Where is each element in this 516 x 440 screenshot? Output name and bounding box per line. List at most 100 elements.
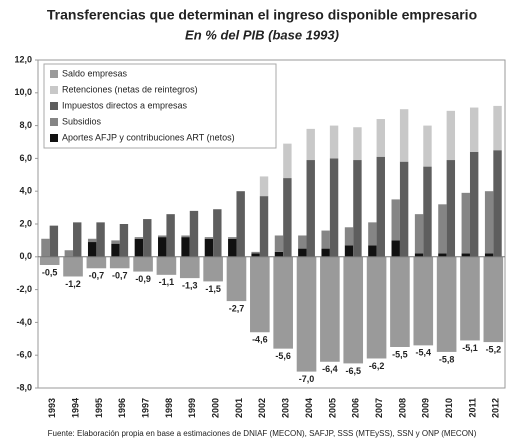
bar <box>181 237 190 257</box>
x-tick-label: 2010 <box>444 398 454 418</box>
bar <box>344 227 354 246</box>
bar <box>63 256 83 277</box>
value-label: -1,5 <box>205 284 221 294</box>
bar <box>251 251 260 254</box>
value-label: -0,7 <box>112 271 128 281</box>
value-label: -1,2 <box>65 279 81 289</box>
bar <box>306 160 315 257</box>
bar <box>204 238 214 257</box>
bar <box>438 253 447 257</box>
bar <box>413 256 434 346</box>
bar <box>423 125 432 167</box>
value-label: -1,1 <box>159 277 175 287</box>
bar <box>134 238 144 257</box>
bar <box>111 243 120 257</box>
legend-swatch <box>50 86 58 94</box>
bar <box>87 238 97 243</box>
bar <box>250 256 270 333</box>
value-label: -2,7 <box>229 303 245 313</box>
value-label: -5,6 <box>275 351 291 361</box>
bar <box>143 219 152 257</box>
bar <box>158 235 167 238</box>
bar <box>64 250 74 257</box>
bar <box>179 256 200 279</box>
y-tick-label: 2,0 <box>19 218 32 228</box>
bar <box>321 248 330 257</box>
source-note: Fuente: Elaboración propia en base a est… <box>48 429 477 438</box>
x-tick-label: 2011 <box>467 398 477 418</box>
x-tick-label: 2004 <box>304 398 314 418</box>
bar <box>251 253 260 257</box>
bar <box>438 204 447 254</box>
x-tick-label: 2000 <box>211 398 221 418</box>
y-tick-label: 0,0 <box>19 251 32 261</box>
bar <box>109 256 130 269</box>
value-label: -6,5 <box>345 366 361 376</box>
bar <box>321 230 330 249</box>
x-tick-label: 2005 <box>327 398 337 418</box>
bar <box>96 222 105 257</box>
legend-swatch <box>50 118 58 126</box>
x-tick-label: 1994 <box>70 398 80 418</box>
value-label: -5,2 <box>486 344 502 354</box>
value-label: -0,5 <box>42 267 58 277</box>
bar <box>283 143 292 179</box>
bar <box>436 256 457 352</box>
x-tick-label: 1998 <box>164 398 174 418</box>
x-tick-label: 2012 <box>491 398 501 418</box>
bar <box>368 222 377 246</box>
y-tick-label: 6,0 <box>19 153 32 163</box>
bar <box>460 256 480 341</box>
bar <box>353 127 362 161</box>
x-tick-label: 2002 <box>257 398 267 418</box>
bar <box>73 222 82 257</box>
chart-title: Transferencias que determinan el ingreso… <box>47 7 477 23</box>
bar <box>469 151 479 257</box>
legend-label: Subsidios <box>62 116 102 126</box>
bar <box>181 235 190 238</box>
bar <box>273 256 293 349</box>
bar <box>204 237 214 239</box>
x-tick-label: 1993 <box>47 398 57 418</box>
value-label: -5,4 <box>416 348 432 358</box>
value-label: -0,9 <box>135 274 151 284</box>
bar <box>298 235 307 249</box>
legend-swatch <box>50 134 58 142</box>
bar <box>87 242 97 257</box>
value-label: -6,4 <box>322 364 338 374</box>
x-tick-label: 2006 <box>351 398 361 418</box>
bar <box>469 107 479 152</box>
y-tick-label: 8,0 <box>19 120 32 130</box>
bar <box>423 166 432 257</box>
x-tick-label: 2008 <box>397 398 407 418</box>
bar <box>483 256 504 343</box>
value-label: -4,6 <box>252 335 268 345</box>
x-tick-label: 2007 <box>374 398 384 418</box>
value-label: -7,0 <box>299 374 315 384</box>
bar <box>493 150 502 257</box>
bar <box>399 109 409 162</box>
bar <box>228 237 237 239</box>
bar <box>366 256 387 359</box>
bar <box>133 256 153 272</box>
bar <box>376 119 385 157</box>
value-label: -6,2 <box>369 361 385 371</box>
x-tick-label: 1999 <box>187 398 197 418</box>
bar <box>484 191 494 254</box>
y-tick-label: -4,0 <box>16 317 32 327</box>
bar <box>368 245 377 257</box>
bar <box>461 192 470 254</box>
bar <box>484 253 494 257</box>
value-label: -5,1 <box>462 343 478 353</box>
legend-label: Saldo empresas <box>62 68 128 78</box>
bar <box>156 256 177 275</box>
bar <box>274 251 284 257</box>
bar <box>283 178 292 257</box>
y-tick-label: -2,0 <box>16 284 32 294</box>
legend-swatch <box>50 102 58 110</box>
y-tick-label: -6,0 <box>16 350 32 360</box>
bar <box>39 256 60 265</box>
bar <box>296 256 317 372</box>
bar <box>414 214 424 254</box>
